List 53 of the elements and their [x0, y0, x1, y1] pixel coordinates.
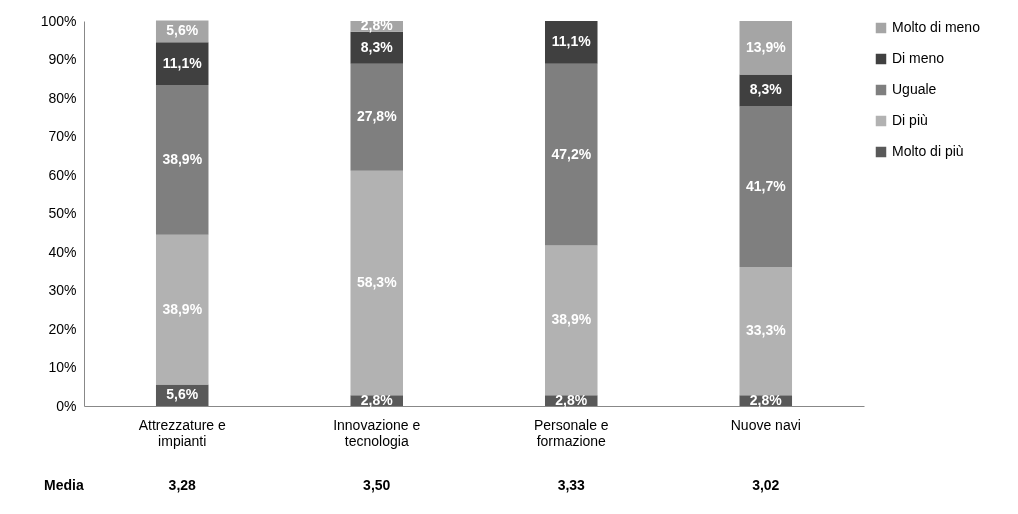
x-tick-label: Nuove navi — [730, 416, 801, 433]
legend-label: Molto di meno — [892, 19, 981, 35]
bar — [155, 234, 209, 385]
data-label: 13,9% — [745, 38, 787, 55]
y-tick-label: 80% — [48, 89, 77, 106]
y-tick-label: 40% — [48, 243, 77, 260]
x-tick-label: Personale e formazione — [533, 416, 609, 449]
x-tick-label: Attrezzature e impianti — [138, 416, 227, 449]
legend-label: Di meno — [892, 50, 945, 66]
y-tick-label: 90% — [48, 51, 77, 67]
data-label: 8,3% — [749, 81, 783, 98]
y-tick-label: 30% — [48, 282, 77, 298]
text: 3,33 — [557, 477, 586, 493]
data-label: 2,8% — [360, 391, 394, 408]
bar — [350, 170, 403, 396]
data-label: 8,3% — [360, 38, 394, 55]
bar — [545, 21, 598, 64]
bar — [545, 63, 598, 246]
data-label: 33,3% — [745, 322, 787, 339]
legend-label: Di più — [892, 112, 928, 128]
y-tick-label: 0% — [56, 397, 77, 414]
legend-label: Molto di più — [892, 143, 964, 159]
bar — [545, 245, 598, 396]
data-label: 2,8% — [749, 391, 783, 408]
text: Media — [44, 477, 84, 493]
data-label: 5,6% — [166, 386, 199, 403]
bar — [350, 63, 403, 171]
data-label: 58,3% — [356, 273, 398, 290]
text: 3,28 — [168, 477, 197, 493]
bar — [739, 106, 793, 268]
text: 3,50 — [363, 477, 391, 493]
data-label: 5,6% — [166, 22, 199, 39]
text: 3,02 — [752, 477, 780, 493]
y-tick-label: 60% — [48, 166, 77, 183]
y-tick-label: 20% — [48, 320, 77, 337]
bar — [155, 84, 209, 235]
data-label: 38,9% — [162, 300, 203, 317]
y-tick-label: 70% — [48, 128, 77, 144]
data-label: 11,1% — [162, 54, 203, 71]
data-label: 11,1% — [551, 33, 592, 50]
data-label: 41,7% — [745, 177, 787, 194]
data-label: 38,9% — [162, 150, 203, 167]
data-label: 2,8% — [555, 391, 588, 408]
y-tick-label: 10% — [48, 359, 77, 375]
bar — [739, 267, 793, 396]
data-label: 38,9% — [551, 311, 592, 328]
data-label: 47,2% — [551, 145, 592, 162]
bar — [739, 21, 793, 75]
legend-label: Uguale — [892, 81, 937, 97]
y-tick-label: 50% — [48, 205, 77, 221]
y-tick-label: 100% — [40, 12, 77, 29]
x-tick-label: Innovazione e tecnologia — [333, 416, 421, 449]
data-label: 27,8% — [356, 108, 398, 125]
